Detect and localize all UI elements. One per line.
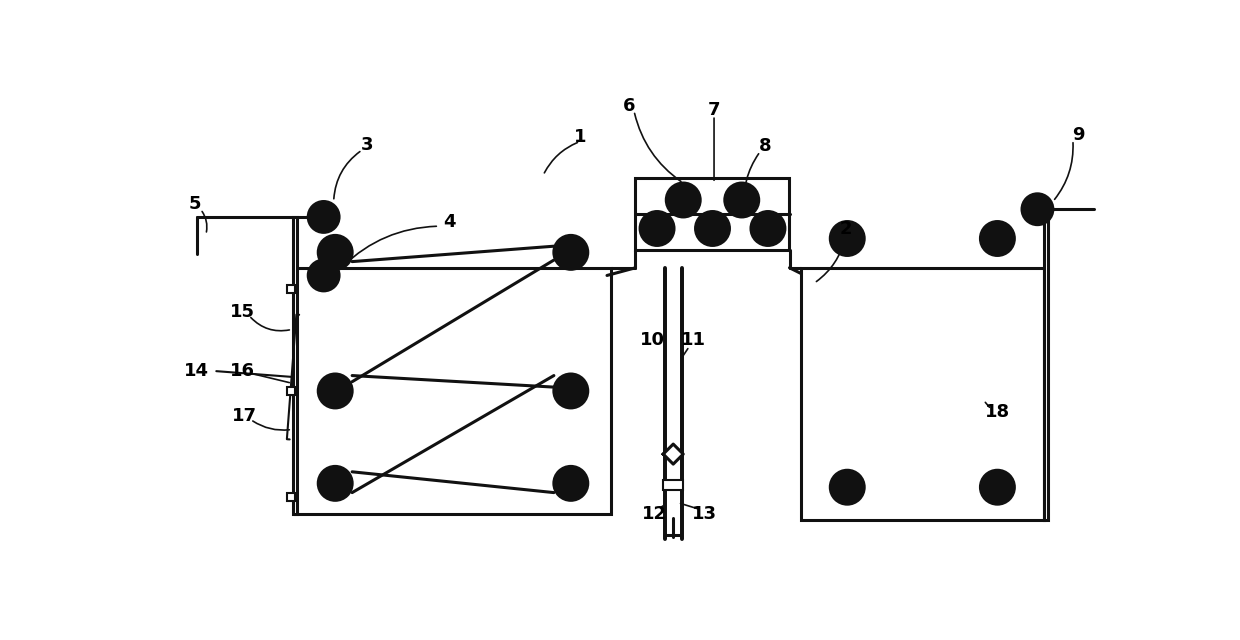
Text: 6: 6 [622, 97, 636, 115]
Circle shape [554, 236, 588, 269]
Circle shape [841, 480, 854, 494]
Circle shape [564, 476, 578, 490]
Text: 15: 15 [231, 303, 255, 321]
Circle shape [1022, 194, 1053, 225]
Text: 9: 9 [1073, 126, 1085, 144]
Text: 7: 7 [708, 101, 720, 119]
Circle shape [841, 232, 854, 245]
Circle shape [991, 480, 1004, 494]
Bar [1044, 209, 1048, 520]
Circle shape [329, 245, 342, 259]
Circle shape [316, 269, 331, 282]
Circle shape [1030, 202, 1044, 216]
Circle shape [564, 245, 578, 259]
Bar [288, 387, 295, 395]
Polygon shape [663, 444, 683, 464]
Circle shape [666, 183, 701, 217]
Bar [295, 268, 611, 514]
Circle shape [640, 212, 675, 245]
Text: 2: 2 [839, 220, 852, 238]
Circle shape [991, 232, 1004, 245]
Circle shape [704, 221, 720, 236]
Text: 1: 1 [574, 128, 587, 146]
Circle shape [309, 260, 339, 291]
Circle shape [554, 467, 588, 500]
Circle shape [316, 210, 331, 224]
Circle shape [760, 221, 776, 236]
Bar [801, 268, 1044, 520]
Text: 13: 13 [692, 505, 717, 523]
Bar [663, 480, 683, 490]
Text: 4: 4 [443, 212, 455, 230]
Circle shape [319, 467, 352, 500]
Text: 14: 14 [184, 362, 210, 380]
Circle shape [329, 476, 342, 490]
Circle shape [650, 221, 665, 236]
Circle shape [554, 374, 588, 408]
Circle shape [319, 236, 352, 269]
Circle shape [831, 221, 864, 255]
Circle shape [981, 470, 1014, 504]
Circle shape [676, 192, 691, 208]
Text: 17: 17 [232, 406, 257, 424]
Circle shape [309, 202, 339, 232]
Text: 11: 11 [681, 331, 706, 349]
Circle shape [319, 374, 352, 408]
Circle shape [981, 221, 1014, 255]
Circle shape [725, 183, 759, 217]
Text: 8: 8 [759, 137, 771, 155]
Bar [288, 493, 295, 501]
Circle shape [696, 212, 729, 245]
Text: 18: 18 [985, 403, 1009, 420]
Text: 16: 16 [231, 362, 255, 380]
Text: 3: 3 [361, 136, 373, 154]
Text: 5: 5 [188, 195, 201, 213]
Circle shape [751, 212, 785, 245]
Bar [288, 285, 295, 293]
Circle shape [329, 384, 342, 398]
Circle shape [564, 384, 578, 398]
Circle shape [734, 192, 749, 208]
Text: 12: 12 [642, 505, 667, 523]
Text: 10: 10 [640, 331, 665, 349]
Bar [635, 179, 790, 250]
Bar [293, 217, 296, 514]
Circle shape [831, 470, 864, 504]
